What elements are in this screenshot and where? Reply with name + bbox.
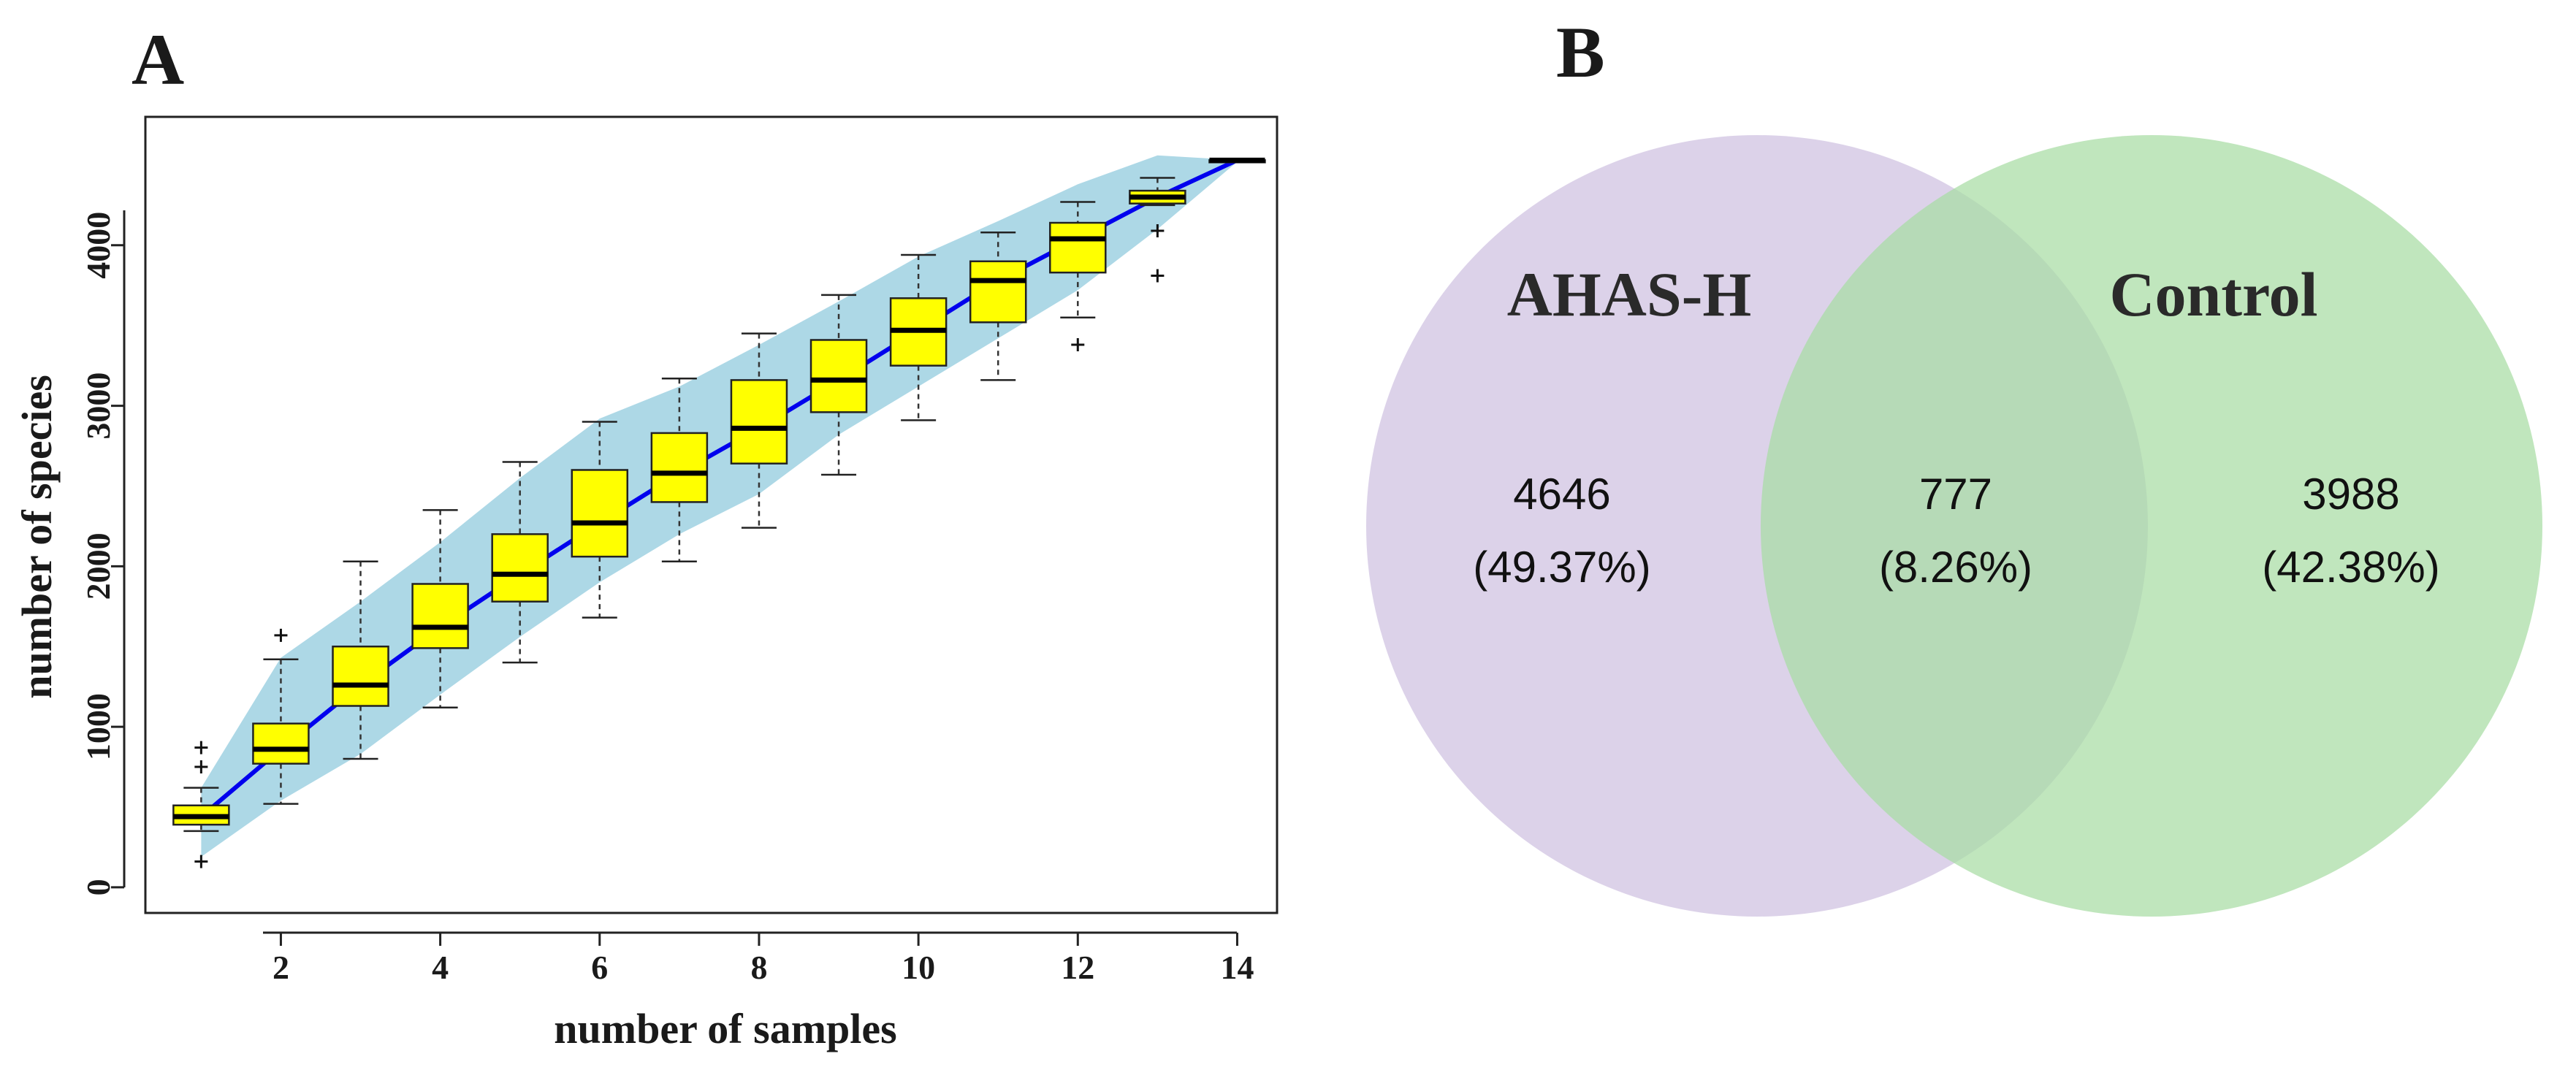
venn-circle-control: [1761, 135, 2542, 917]
y-tick-label: 1000: [80, 693, 117, 760]
panel-b: B AHAS-H Control 4646 (49.37%) 777 (8.26…: [1366, 12, 2542, 917]
y-tick-label: 3000: [80, 372, 117, 440]
boxplot-chart: 0 1000 2000 3000 4000 2 4 6 8 10 12 14 number of s…: [13, 115, 1279, 1052]
x-tick-label: 6: [591, 949, 608, 986]
box-1: [172, 741, 230, 868]
boxes-layer: [172, 157, 1266, 868]
venn-percent-shared: (8.26%): [1879, 543, 2032, 592]
outlier-marker: [1151, 224, 1165, 238]
box-iqr: [730, 379, 788, 465]
x-axis: 2 4 6 8 10 12 14: [263, 931, 1254, 986]
box-iqr: [809, 339, 868, 413]
box-12: [1049, 201, 1107, 352]
box-iqr: [571, 469, 629, 558]
outlier-marker: [194, 760, 208, 774]
panel-a-letter: A: [132, 19, 184, 100]
box-iqr: [491, 533, 549, 603]
venn-count-ahas-only: 4646: [1513, 470, 1610, 519]
venn-count-shared: 777: [1919, 470, 1992, 519]
outlier-marker: [274, 628, 288, 642]
box-iqr: [650, 432, 709, 503]
box-8: [730, 332, 788, 529]
venn-percent-control-only: (42.38%): [2262, 543, 2439, 592]
box-13: [1129, 177, 1186, 283]
x-tick-label: 10: [902, 949, 935, 986]
y-tick-label: 2000: [80, 532, 117, 600]
venn-label-ahas-h: AHAS-H: [1507, 259, 1751, 329]
box-3: [332, 560, 389, 760]
y-axis-title: number of species: [13, 375, 61, 699]
x-tick-label: 8: [750, 949, 767, 986]
x-axis-title: number of samples: [554, 1005, 896, 1052]
box-7: [650, 377, 709, 562]
outlier-marker: [1151, 269, 1165, 283]
venn-percent-ahas-only: (49.37%): [1473, 543, 1650, 592]
panel-a: A 0 1000 2000 3000 4000 2 4 6 8 10 12 14 number of…: [13, 19, 1279, 1052]
box-iqr: [969, 260, 1027, 324]
box-10: [889, 253, 948, 421]
box-2: [252, 628, 310, 805]
venn-diagram: AHAS-H Control 4646 (49.37%) 777 (8.26%)…: [1366, 135, 2542, 917]
x-tick-label: 2: [273, 949, 289, 986]
y-axis: 0 1000 2000 3000 4000: [80, 210, 126, 895]
box-4: [411, 509, 469, 708]
y-tick-label: 0: [80, 879, 117, 895]
box-iqr: [1049, 221, 1107, 274]
outlier-marker: [194, 741, 208, 754]
box-6: [571, 421, 629, 619]
x-tick-label: 14: [1220, 949, 1254, 986]
y-ticks: 0 1000 2000 3000 4000: [80, 212, 124, 895]
y-tick-label: 4000: [80, 212, 117, 279]
box-11: [969, 231, 1027, 381]
box-14: [1208, 157, 1266, 164]
box-iqr: [252, 722, 310, 765]
venn-count-control-only: 3988: [2302, 470, 2399, 519]
panel-b-letter: B: [1556, 12, 1605, 93]
outlier-marker: [1071, 338, 1085, 352]
x-ticks: 2 4 6 8 10 12 14: [273, 933, 1254, 986]
outlier-marker: [194, 855, 208, 868]
box-5: [491, 461, 549, 664]
x-tick-label: 4: [432, 949, 449, 986]
box-iqr: [332, 645, 389, 707]
plot-frame: [144, 115, 1279, 914]
x-tick-label: 12: [1061, 949, 1094, 986]
rarefaction-envelope: [201, 155, 1238, 857]
venn-label-control: Control: [2109, 259, 2317, 329]
box-iqr: [411, 583, 469, 649]
box-9: [809, 294, 868, 476]
